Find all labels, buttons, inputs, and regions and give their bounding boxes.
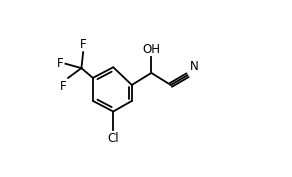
- Text: F: F: [60, 80, 66, 93]
- Text: F: F: [57, 57, 64, 70]
- Text: F: F: [80, 38, 86, 51]
- Text: N: N: [190, 61, 199, 73]
- Text: OH: OH: [142, 43, 160, 56]
- Text: Cl: Cl: [107, 132, 119, 145]
